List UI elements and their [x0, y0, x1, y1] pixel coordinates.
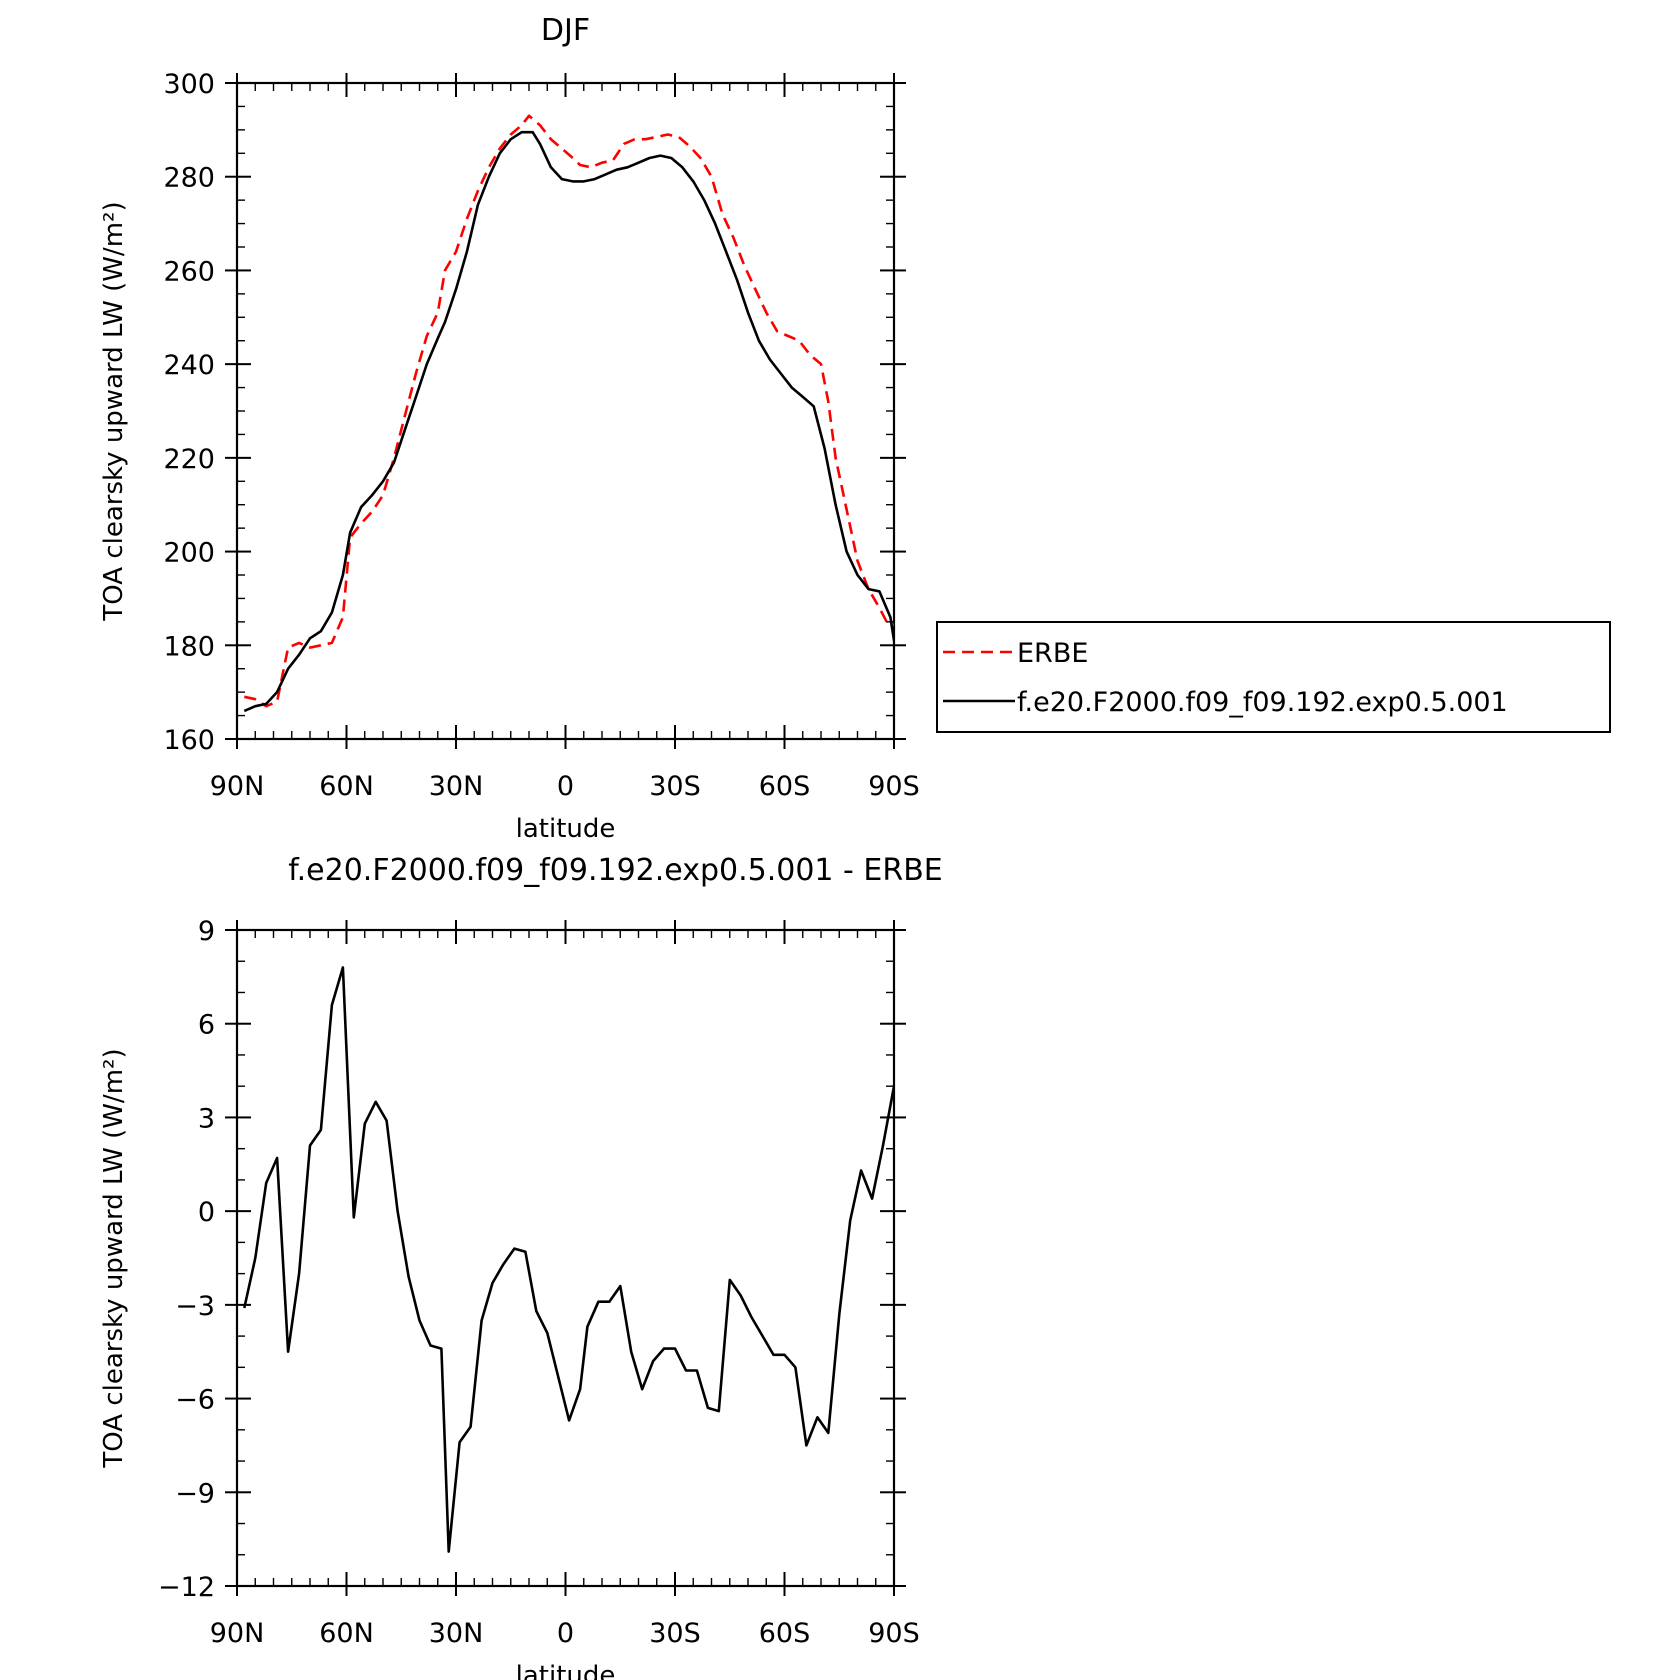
x-tick-label: 90N: [210, 1618, 265, 1649]
series-line-erbe: [244, 114, 894, 708]
legend-label: ERBE: [1017, 638, 1088, 669]
x-tick-label: 60N: [319, 771, 374, 802]
y-tick-label: 0: [198, 1197, 215, 1228]
x-axis-label: latitude: [516, 1661, 616, 1680]
x-axis-label: latitude: [516, 814, 616, 844]
y-tick-label: 160: [163, 725, 215, 756]
y-tick-label: 260: [163, 256, 215, 287]
legend: ERBE f.e20.F2000.f09_f09.192.exp0.5.001: [936, 621, 1611, 733]
y-axis-label: TOA clearsky upward LW (W/m²): [99, 201, 129, 621]
y-tick-label: −6: [175, 1385, 215, 1416]
y-tick-label: 180: [163, 631, 215, 662]
series-line: [243, 966, 894, 1553]
y-tick-label: 6: [198, 1010, 215, 1041]
y-tick-label: 240: [163, 350, 215, 381]
x-tick-label: 90S: [868, 1618, 920, 1649]
x-tick-label: 30S: [649, 1618, 701, 1649]
y-tick-label: 220: [163, 444, 215, 475]
legend-label: f.e20.F2000.f09_f09.192.exp0.5.001: [1017, 687, 1508, 718]
x-tick-label: 30N: [429, 771, 484, 802]
x-tick-label: 0: [557, 1618, 574, 1649]
y-tick-label: 9: [198, 916, 215, 947]
x-tick-label: 30N: [429, 1618, 484, 1649]
y-tick-label: 280: [163, 163, 215, 194]
y-tick-label: 200: [163, 538, 215, 569]
plot-frame: [235, 81, 896, 741]
y-tick-label: −9: [175, 1478, 215, 1509]
x-tick-label: 90S: [868, 771, 920, 802]
x-tick-label: 60S: [759, 1618, 811, 1649]
y-tick-label: −12: [158, 1572, 215, 1603]
x-tick-label: 90N: [210, 771, 265, 802]
top-panel-djf: DJF latitude TOA clearsky upward LW (W/m²)…: [99, 13, 920, 844]
plot-frame: [235, 928, 896, 1588]
legend-box: [936, 621, 1611, 733]
y-tick-label: 3: [198, 1103, 215, 1134]
x-tick-label: 60N: [319, 1618, 374, 1649]
bottom-panel-difference: f.e20.F2000.f09_f09.192.exp0.5.001 - ERB…: [99, 853, 943, 1680]
x-tick-label: 60S: [759, 771, 811, 802]
chart-title: DJF: [541, 13, 590, 48]
series-line-f-e20-f2000-f09-f09-192-exp0-5-001: [243, 130, 894, 713]
chart-title: f.e20.F2000.f09_f09.192.exp0.5.001 - ERB…: [288, 853, 943, 888]
x-tick-label: 0: [557, 771, 574, 802]
y-axis-label: TOA clearsky upward LW (W/m²): [99, 1048, 129, 1468]
x-tick-label: 30S: [649, 771, 701, 802]
y-tick-label: −3: [175, 1291, 215, 1322]
y-tick-label: 300: [163, 69, 215, 100]
